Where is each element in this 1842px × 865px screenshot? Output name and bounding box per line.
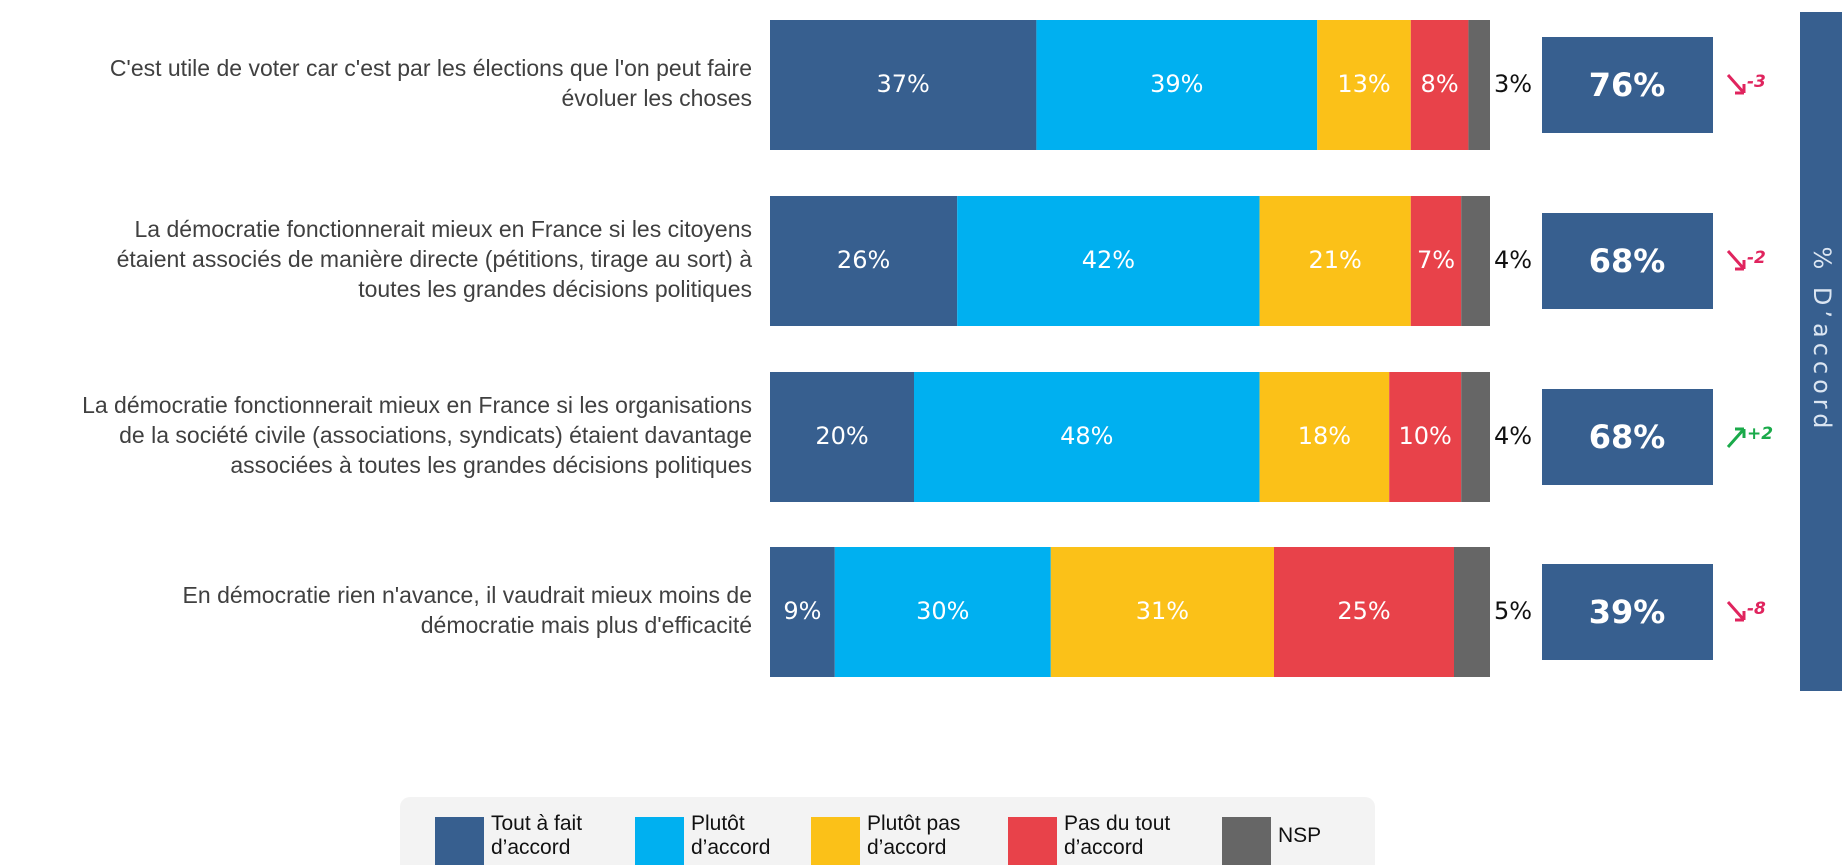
data-label: 3% [1494,70,1532,98]
data-label: 13% [1337,70,1390,98]
data-label: 18% [1298,422,1351,450]
category-label: toutes les grandes décisions politiques [358,276,752,302]
data-label: 4% [1494,246,1532,274]
category-label: de la société civile (associations, synd… [119,422,752,448]
total-label: 76% [1589,66,1666,104]
data-label: 4% [1494,422,1532,450]
legend-label: Plutôt pas d’accord [867,812,961,859]
change-label: -2 [1747,248,1766,268]
legend-swatch [435,817,484,865]
legend-item: Plutôt d’accord [691,812,771,859]
data-label: 21% [1309,246,1362,274]
change-arrow [1726,427,1746,448]
category-label: C'est utile de voter car c'est par les é… [110,55,752,81]
bar-segment [1259,372,1390,502]
total-box [1542,37,1713,133]
data-label: 7% [1417,246,1455,274]
data-label: 26% [837,246,890,274]
data-label: 5% [1494,597,1532,625]
data-label: 42% [1082,246,1135,274]
category-label: associées à toutes les grandes décisions… [230,452,752,478]
bar-segment [1461,372,1490,502]
legend-swatch [1008,817,1057,865]
data-label: 37% [877,70,930,98]
total-label: 68% [1589,418,1666,456]
legend-label: Pas du tout d’accord [1064,812,1171,859]
total-box [1542,213,1713,309]
category-label: démocratie mais plus d'efficacité [421,612,752,638]
bar-segment [957,196,1260,326]
bar-segment [1036,20,1318,150]
bar-segment [1410,20,1469,150]
legend-swatch [811,817,860,865]
data-label: 20% [815,422,868,450]
data-label: 9% [783,597,821,625]
bar-segment [1454,547,1490,677]
legend-swatch [635,817,684,865]
legend-label: Plutôt d’accord [691,812,771,859]
category-label: évoluer les choses [562,85,753,111]
data-label: 10% [1399,422,1452,450]
change-label: -3 [1747,72,1766,92]
bar-segment [1274,547,1454,677]
totals-band [1800,12,1842,691]
legend-label: Tout à fait d’accord [491,812,583,859]
bar-segment [770,20,1037,150]
data-label: 8% [1421,70,1459,98]
category-label: La démocratie fonctionnerait mieux en Fr… [82,392,752,418]
bar-segment [1389,372,1462,502]
legend-swatch [1222,817,1271,865]
total-box [1542,389,1713,485]
bar-segment [770,196,958,326]
bar-segment [1461,196,1490,326]
legend-item: Pas du tout d’accord [1064,812,1171,859]
data-label: 48% [1060,422,1113,450]
category-label: étaient associés de manière directe (pét… [117,246,753,272]
change-arrow [1726,74,1746,95]
legend-item: NSP [1278,824,1322,847]
total-label: 39% [1589,593,1666,631]
bar-segment [914,372,1260,502]
category-label: En démocratie rien n'avance, il vaudrait… [183,582,752,608]
legend-label: NSP [1278,824,1322,847]
bar-segment [1259,196,1411,326]
change-arrow [1726,250,1746,271]
data-label: 39% [1150,70,1203,98]
totals-title: % D’accord [1808,246,1836,433]
legend-item: Tout à fait d’accord [491,812,583,859]
bar-segment [1317,20,1411,150]
category-label: La démocratie fonctionnerait mieux en Fr… [135,216,752,242]
change-label: -8 [1747,599,1766,619]
bar-segment [1050,547,1274,677]
change-label: +2 [1747,424,1773,444]
legend-item: Plutôt pas d’accord [867,812,961,859]
data-label: 30% [916,597,969,625]
change-arrow [1726,601,1746,622]
bar-segment [834,547,1051,677]
bar-segment [1410,196,1462,326]
bar-segment [770,547,835,677]
bar-segment [770,372,914,502]
data-label: 25% [1337,597,1390,625]
bar-segment [1468,20,1490,150]
data-label: 31% [1136,597,1189,625]
total-label: 68% [1589,242,1666,280]
total-box [1542,564,1713,660]
